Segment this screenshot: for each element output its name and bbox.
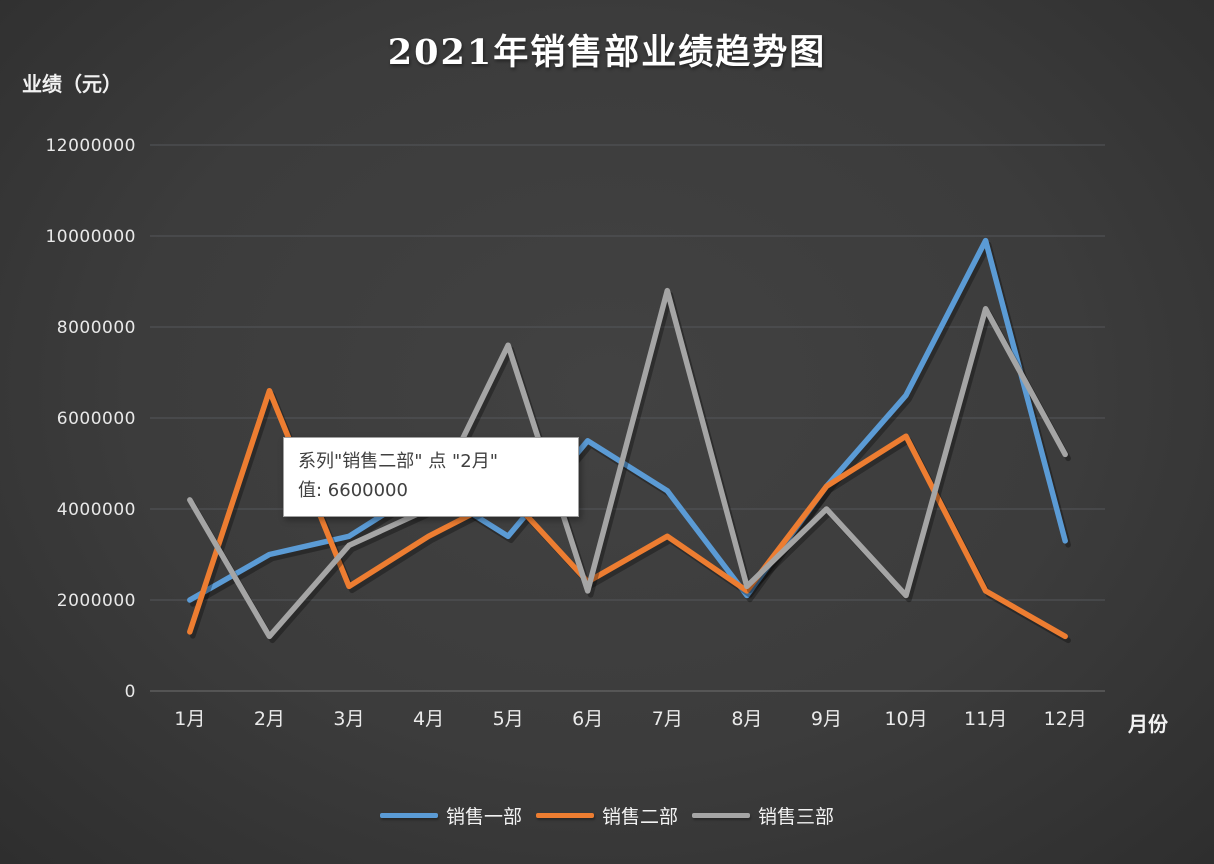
y-tick-label: 4000000 (57, 500, 136, 520)
x-tick-label: 7月 (652, 708, 683, 730)
legend-item-series-3[interactable]: 销售三部 (692, 802, 834, 829)
y-tick-label: 0 (125, 682, 136, 702)
x-tick-label: 12月 (1044, 708, 1087, 730)
x-tick-label: 11月 (964, 708, 1007, 730)
y-tick-label: 8000000 (57, 318, 136, 338)
legend: 销售一部 销售二部 销售三部 (0, 802, 1214, 829)
chart-title: 2021年销售部业绩趋势图 (387, 32, 827, 73)
tooltip-series-point: 系列"销售二部" 点 "2月" (298, 451, 499, 472)
series-line-1 (187, 237, 1068, 603)
legend-item-series-2[interactable]: 销售二部 (535, 802, 678, 829)
legend-item-series-1[interactable]: 销售一部 (379, 802, 522, 829)
x-tick-label: 1月 (174, 708, 205, 730)
y-tick-label: 12000000 (45, 136, 136, 156)
y-axis-title: 业绩（元） (22, 72, 122, 96)
legend-label: 销售三部 (758, 806, 835, 828)
legend-label: 销售二部 (601, 806, 678, 828)
y-tick-label: 2000000 (57, 591, 136, 611)
legend-line-swatch (692, 813, 750, 818)
x-tick-label: 3月 (333, 708, 364, 730)
x-tick-label: 2月 (254, 708, 285, 730)
x-axis-title: 月份 (1128, 712, 1168, 736)
x-tick-label: 5月 (493, 708, 524, 730)
series-line-3 (187, 287, 1068, 640)
x-tick-label: 9月 (811, 708, 842, 730)
legend-line-swatch (535, 813, 594, 818)
legend-line-swatch (379, 813, 438, 818)
x-tick-label: 10月 (884, 708, 927, 730)
x-tick-label: 6月 (572, 708, 603, 730)
x-tick-label: 8月 (731, 708, 762, 730)
x-tick-label: 4月 (413, 708, 444, 730)
y-tick-label: 6000000 (57, 409, 136, 429)
series-line-2 (187, 387, 1068, 640)
data-point-tooltip: 系列"销售二部" 点 "2月" 值: 6600000 (283, 437, 579, 517)
series-line-shadow-3 (190, 291, 1071, 644)
y-tick-label: 10000000 (45, 227, 136, 247)
tooltip-value: 值: 6600000 (298, 479, 408, 501)
legend-label: 销售一部 (445, 806, 522, 828)
